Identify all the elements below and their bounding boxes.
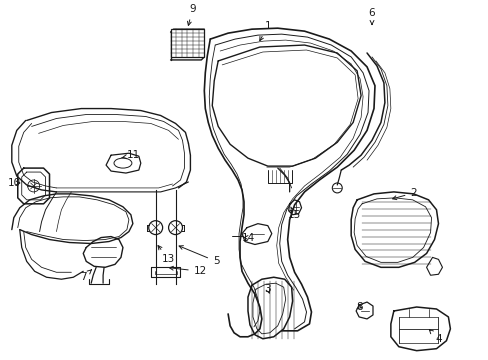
Text: 12: 12: [169, 266, 206, 276]
Text: 15: 15: [287, 207, 301, 220]
Text: 5: 5: [179, 246, 219, 266]
Text: 8: 8: [355, 302, 362, 312]
Text: 2: 2: [392, 188, 416, 200]
Text: 7: 7: [80, 270, 91, 282]
Text: 3: 3: [264, 284, 270, 294]
Text: 6: 6: [368, 8, 375, 24]
Text: 10: 10: [8, 178, 21, 188]
Text: 1: 1: [259, 21, 270, 41]
Bar: [170, 29, 204, 57]
Text: 4: 4: [428, 330, 441, 344]
Text: 13: 13: [158, 246, 175, 264]
Text: 11: 11: [122, 150, 140, 160]
Text: 9: 9: [187, 4, 195, 26]
Text: 14: 14: [241, 233, 254, 243]
